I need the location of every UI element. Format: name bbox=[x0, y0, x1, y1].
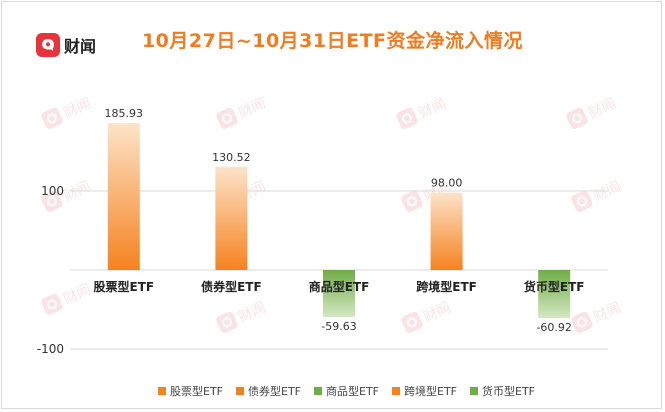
watermark-logo bbox=[394, 91, 450, 133]
x-tick-label: 股票型ETF bbox=[94, 279, 155, 294]
bars: 185.93 股票型ETF 130.52 债券型ETF -59.63 商品型ETF 98.0… bbox=[94, 107, 585, 334]
data-label: 130.52 bbox=[212, 151, 251, 164]
watermark-logo bbox=[399, 295, 455, 337]
brand-name: 财闻 bbox=[64, 37, 97, 56]
legend-swatch bbox=[314, 387, 322, 395]
data-label: -59.63 bbox=[321, 320, 356, 333]
bar bbox=[538, 270, 571, 319]
legend: 股票型ETF 债券型ETF 商品型ETF 跨境型ETF 货币型ETF bbox=[158, 384, 535, 398]
y-tick-label: -100 bbox=[37, 342, 64, 356]
chat-bubble-icon bbox=[36, 33, 60, 57]
x-tick-label: 货币型ETF bbox=[524, 279, 585, 294]
legend-swatch bbox=[158, 387, 166, 395]
bar bbox=[107, 123, 140, 271]
watermark-logo bbox=[569, 174, 625, 216]
legend-label: 股票型ETF bbox=[170, 384, 223, 398]
x-tick-label: 商品型ETF bbox=[309, 279, 370, 294]
watermark-logo bbox=[39, 91, 95, 133]
legend-label: 跨境型ETF bbox=[404, 384, 457, 398]
watermark-logo bbox=[214, 295, 270, 337]
bar bbox=[430, 192, 463, 270]
watermark-logo bbox=[39, 277, 95, 319]
y-tick-label: 100 bbox=[41, 184, 64, 198]
x-tick-label: 跨境型ETF bbox=[416, 279, 477, 294]
legend-label: 货币型ETF bbox=[482, 384, 535, 398]
watermark-logo bbox=[564, 91, 620, 133]
data-label: 185.93 bbox=[105, 107, 144, 120]
x-tick-label: 债券型ETF bbox=[201, 279, 262, 294]
bar bbox=[323, 270, 355, 318]
legend-label: 债券型ETF bbox=[248, 384, 301, 398]
legend-swatch bbox=[470, 387, 478, 395]
legend-swatch bbox=[236, 387, 244, 395]
watermark-logo bbox=[569, 295, 625, 337]
y-axis-ticks: 100 -100 bbox=[37, 184, 64, 356]
data-label: -60.92 bbox=[536, 321, 571, 334]
brand-logo: 财闻 bbox=[36, 32, 96, 58]
bar bbox=[215, 166, 248, 270]
data-label: 98.00 bbox=[431, 177, 463, 190]
legend-label: 商品型ETF bbox=[326, 384, 379, 398]
chart-title: 10月27日~10月31日ETF资金净流入情况 bbox=[141, 30, 524, 52]
watermark-logo bbox=[214, 91, 270, 133]
legend-swatch bbox=[392, 387, 400, 395]
